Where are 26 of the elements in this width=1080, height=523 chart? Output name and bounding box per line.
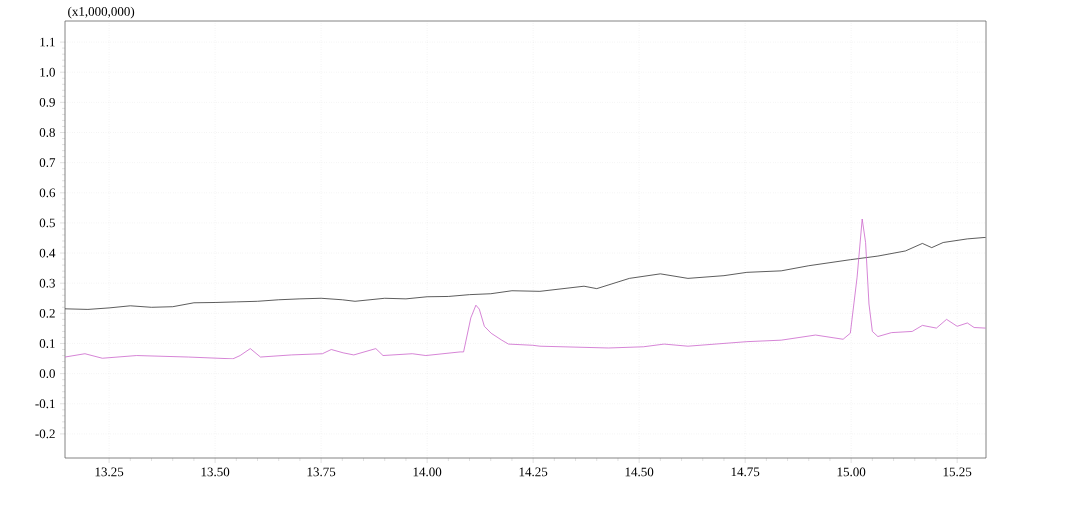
y-tick-label: 0.1 <box>39 339 55 348</box>
y-tick-label: 0.7 <box>39 158 56 168</box>
x-tick-label: 13.25 <box>95 467 124 477</box>
y-tick-label: 0.6 <box>39 188 56 198</box>
x-tick-label: 14.50 <box>625 467 654 477</box>
y-tick-label: -0.2 <box>35 429 55 439</box>
x-tick-label: 14.75 <box>731 467 760 477</box>
y-tick-label: 0.8 <box>39 128 55 137</box>
y-axis-title: (x1,000,000) <box>68 6 135 19</box>
y-tick-label: 1.1 <box>40 37 55 47</box>
y-tick-label: 0.3 <box>39 278 55 288</box>
x-tick-label: 14.00 <box>413 467 442 477</box>
line-series <box>65 218 986 360</box>
x-tick-label: 13.50 <box>201 467 230 477</box>
line-series <box>65 236 986 310</box>
y-tick-label: 0.5 <box>39 218 55 228</box>
y-tick-label: 1.0 <box>40 67 55 77</box>
y-tick-label: 0.4 <box>39 248 56 258</box>
x-tick-label: 14.25 <box>519 467 548 477</box>
y-tick-label: 0.0 <box>39 369 55 379</box>
y-tick-label: 0.2 <box>39 308 55 318</box>
x-tick-label: 13.75 <box>307 467 336 477</box>
x-tick-label: 15.00 <box>837 467 866 477</box>
x-tick-label: 15.25 <box>943 467 972 477</box>
y-tick-label: 0.9 <box>39 97 55 107</box>
y-tick-label: -0.1 <box>35 399 55 409</box>
